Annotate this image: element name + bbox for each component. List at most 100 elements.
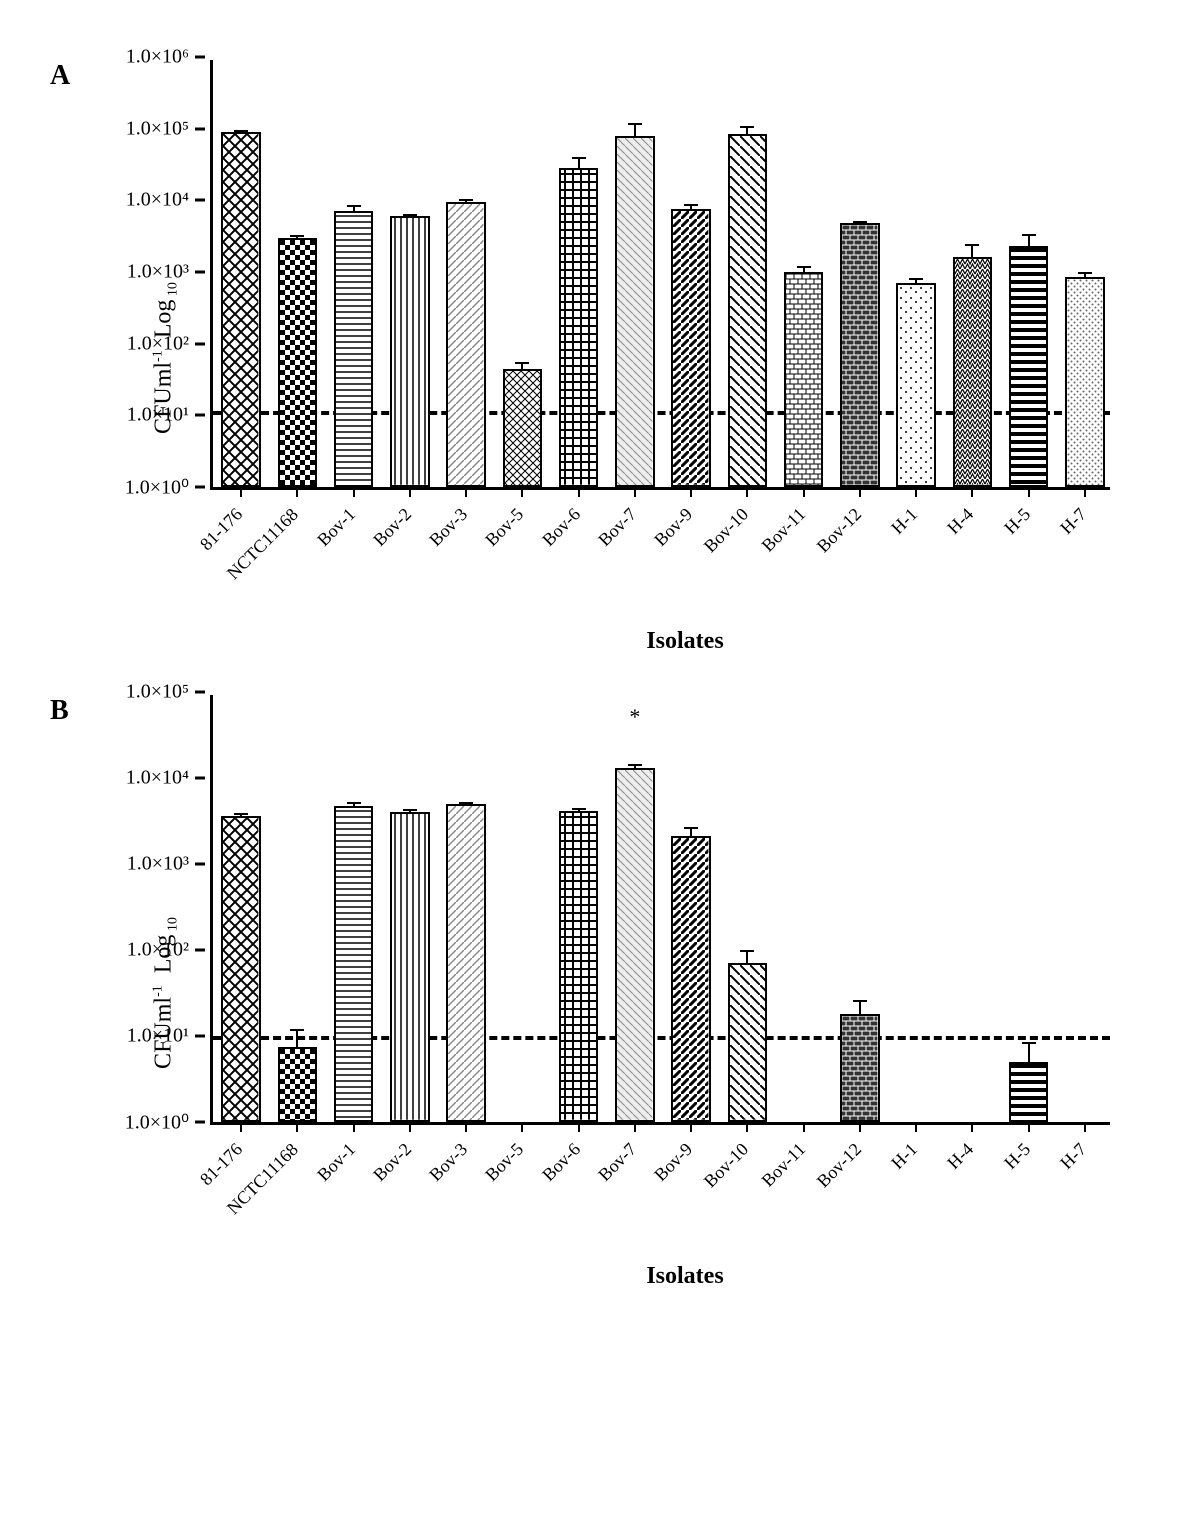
bar (728, 134, 767, 487)
error-bar (515, 362, 529, 368)
ytick: 1.0×10² (127, 939, 213, 962)
bar (784, 272, 823, 487)
error-bar (347, 205, 361, 211)
ytick-label: 1.0×10⁵ (126, 681, 189, 704)
ytick-label: 1.0×10⁰ (125, 1110, 189, 1135)
chart-b: CFUml-1 Log 10 1.0×10⁰1.0×10¹1.0×10²1.0×… (210, 695, 1160, 1290)
error-bar (909, 278, 923, 283)
error-bar (403, 809, 417, 813)
bar (446, 804, 485, 1122)
panel-a-label: A (50, 60, 70, 92)
bar (840, 223, 879, 487)
ytick: 1.0×10⁵ (126, 117, 213, 140)
xtick-label: Bov-6 (538, 504, 585, 551)
panel-b-label: B (50, 695, 69, 727)
error-bar (459, 199, 473, 202)
bar (446, 202, 485, 487)
xtick-label: H-4 (944, 1139, 979, 1174)
error-bar (234, 130, 248, 132)
ytick-mark (195, 777, 205, 780)
error-bar (797, 266, 811, 272)
xtick-label: H-5 (1000, 504, 1035, 539)
xtick-label: Bov-10 (700, 1139, 753, 1192)
ytick: 1.0×10¹ (127, 1025, 213, 1048)
ytick-mark (195, 486, 205, 489)
xtick-label: H-5 (1000, 1139, 1035, 1174)
chart-a-xtitle: Isolates (210, 628, 1160, 655)
chart-a: CFUml-1 Log 10 1.0×10⁰1.0×10¹1.0×10²1.0×… (210, 60, 1160, 655)
error-bar (290, 235, 304, 238)
ytick: 1.0×10⁵ (126, 681, 213, 704)
ytick-mark (195, 127, 205, 130)
error-bar (628, 764, 642, 768)
ytick: 1.0×10² (127, 332, 213, 355)
bar (390, 812, 429, 1122)
error-bar (572, 808, 586, 811)
chart-a-xlabels: 81-176NCTC11168Bov-1Bov-2Bov-3Bov-5Bov-6… (210, 490, 1110, 620)
ytick: 1.0×10⁴ (126, 767, 213, 790)
error-bar (628, 123, 642, 136)
ytick-mark (195, 691, 205, 694)
bar (1009, 1062, 1048, 1122)
bar (503, 369, 542, 487)
xtick-label: Bov-3 (425, 1139, 472, 1186)
xtick-label: H-4 (944, 504, 979, 539)
ytick-label: 1.0×10³ (127, 261, 189, 284)
xtick-label: Bov-3 (425, 504, 472, 551)
bar (221, 132, 260, 487)
bar (615, 768, 654, 1122)
ytick-label: 1.0×10¹ (127, 1025, 189, 1048)
xtick-label: Bov-12 (813, 1139, 866, 1192)
ytick-mark (195, 1035, 205, 1038)
error-bar (965, 244, 979, 258)
error-bar (403, 214, 417, 216)
bar (615, 136, 654, 487)
bar (728, 963, 767, 1122)
xtick-label: H-1 (887, 1139, 922, 1174)
ytick: 1.0×10³ (127, 853, 213, 876)
bar (559, 811, 598, 1122)
chart-b-xlabels: 81-176NCTC11168Bov-1Bov-2Bov-3Bov-5Bov-6… (210, 1125, 1110, 1255)
xtick-label: Bov-1 (313, 504, 360, 551)
error-bar (1022, 234, 1036, 246)
error-bar (572, 157, 586, 168)
annotation-star: * (629, 704, 640, 730)
xtick-label: Bov-12 (813, 504, 866, 557)
bar (334, 211, 373, 487)
bar (671, 836, 710, 1122)
ytick-label: 1.0×10² (127, 939, 189, 962)
error-bar (853, 221, 867, 223)
error-bar (1022, 1042, 1036, 1062)
error-bar (290, 1029, 304, 1047)
xtick-label: Bov-11 (757, 1139, 810, 1192)
ytick-label: 1.0×10² (127, 332, 189, 355)
xtick-label: H-7 (1056, 504, 1091, 539)
error-bar (740, 126, 754, 134)
xtick-label: 81-176 (196, 504, 247, 555)
chart-a-plot-area: 1.0×10⁰1.0×10¹1.0×10²1.0×10³1.0×10⁴1.0×1… (210, 60, 1110, 490)
ytick: 1.0×10⁴ (126, 189, 213, 212)
bar (278, 1047, 317, 1122)
chart-b-xtitle: Isolates (210, 1263, 1160, 1290)
bar (896, 283, 935, 487)
bar (671, 209, 710, 487)
ytick-label: 1.0×10¹ (127, 404, 189, 427)
bar (953, 257, 992, 487)
ytick-mark (195, 1121, 205, 1124)
bar (390, 216, 429, 487)
ytick: 1.0×10¹ (127, 404, 213, 427)
ytick-mark (195, 863, 205, 866)
xtick-label: Bov-11 (757, 504, 810, 557)
bar (840, 1014, 879, 1122)
ytick-label: 1.0×10⁶ (126, 46, 189, 69)
xtick-label: Bov-7 (594, 1139, 641, 1186)
xtick-label: H-7 (1056, 1139, 1091, 1174)
bar (1065, 277, 1104, 487)
xtick-label: Bov-7 (594, 504, 641, 551)
xtick-label: Bov-9 (650, 504, 697, 551)
chart-b-plot-area: 1.0×10⁰1.0×10¹1.0×10²1.0×10³1.0×10⁴1.0×1… (210, 695, 1110, 1125)
ytick-mark (195, 199, 205, 202)
bar (278, 238, 317, 487)
bar (559, 168, 598, 487)
bar (334, 806, 373, 1122)
